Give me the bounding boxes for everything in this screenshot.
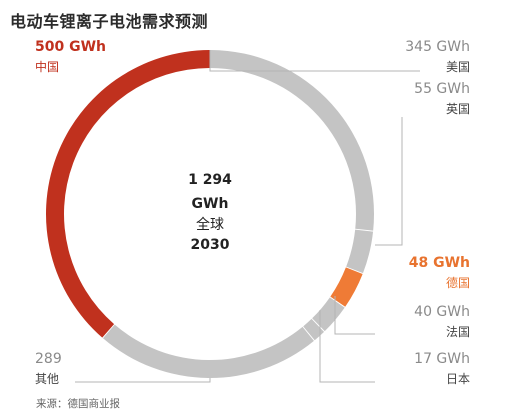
value-label-德国: 48 GWh [409, 255, 470, 271]
leader-line-其他 [75, 378, 211, 383]
donut-center: 1 294 GWh 全球 2030 [188, 172, 232, 253]
value-label-日本: 17 GWh [414, 351, 470, 367]
value-label-英国: 55 GWh [414, 81, 470, 97]
value-label-中国: 500 GWh [35, 39, 106, 55]
name-label-中国: 中国 [35, 59, 59, 74]
chart-source: 来源：德国商业报 [36, 398, 120, 410]
slice-中国 [46, 50, 210, 338]
name-label-法国: 法国 [446, 325, 470, 339]
name-label-美国: 美国 [446, 60, 470, 74]
center-unit: GWh [192, 196, 229, 212]
slice-美国 [210, 50, 374, 231]
slice-labels: 345 GWh 美国 55 GWh 英国 48 GWh 德国 40 GWh 法国 17 GWh 日… [35, 39, 470, 386]
center-total: 1 294 [188, 172, 232, 188]
donut-slices [46, 50, 374, 378]
chart-title: 电动车锂离子电池需求预测 [10, 12, 209, 31]
center-year: 2030 [191, 237, 230, 253]
center-region: 全球 [196, 216, 224, 233]
slice-德国 [330, 267, 363, 307]
slice-英国 [346, 229, 374, 274]
name-label-日本: 日本 [446, 372, 470, 386]
value-label-其他: 289 [35, 351, 62, 367]
name-label-德国: 德国 [446, 275, 470, 290]
name-label-其他: 其他 [35, 372, 59, 386]
leader-line-法国 [334, 296, 375, 335]
leader-lines [75, 50, 420, 383]
leader-line-英国 [375, 117, 403, 246]
value-label-法国: 40 GWh [414, 304, 470, 320]
value-label-美国: 345 GWh [405, 39, 470, 55]
leader-line-美国 [209, 50, 420, 72]
leader-line-日本 [319, 310, 375, 383]
slice-日本 [303, 318, 325, 341]
name-label-英国: 英国 [446, 102, 470, 116]
slice-其他 [103, 324, 314, 378]
